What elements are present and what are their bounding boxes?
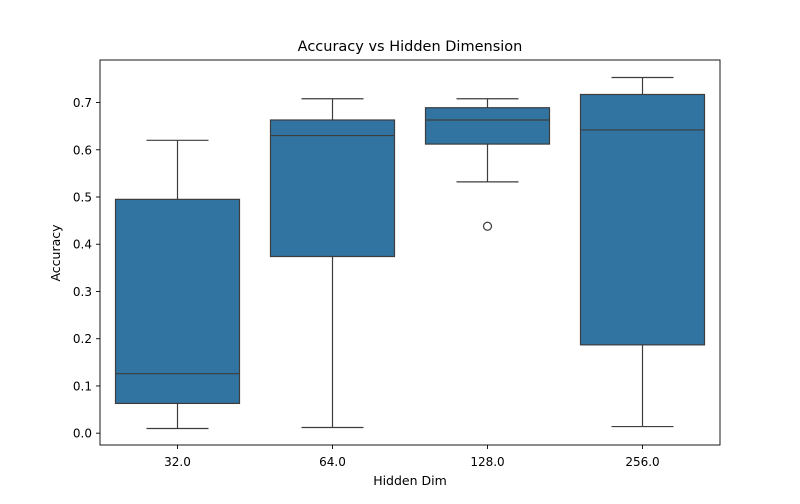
box-iqr (424, 107, 551, 145)
x-tick-label: 32.0 (164, 455, 191, 469)
x-tick-label: 64.0 (319, 455, 346, 469)
y-axis-label: Accuracy (48, 224, 63, 282)
plot-frame (99, 59, 721, 446)
x-tick-label: 128.0 (470, 455, 504, 469)
y-tick-label: 0.7 (73, 96, 92, 110)
y-tick-label: 0.4 (73, 238, 92, 252)
y-tick-label: 0.6 (73, 143, 92, 157)
y-tick-label: 0.2 (73, 332, 92, 346)
y-tick-label: 0.0 (73, 427, 92, 441)
plot-area: 0.0 0.1 0.2 0.3 0.4 0.5 0.6 0.7 32.0 64.0 128.0 256… (73, 59, 721, 469)
box-iqr (579, 93, 706, 346)
box-iqr (114, 198, 241, 405)
y-tick-label: 0.1 (73, 379, 92, 393)
x-tick-label: 256.0 (625, 455, 659, 469)
y-tick-label: 0.3 (73, 285, 92, 299)
box-iqr (269, 119, 396, 258)
outlier-point (482, 221, 493, 231)
y-tick-label: 0.5 (73, 190, 92, 204)
x-axis-label: Hidden Dim (373, 473, 447, 488)
chart-title: Accuracy vs Hidden Dimension (298, 39, 523, 55)
